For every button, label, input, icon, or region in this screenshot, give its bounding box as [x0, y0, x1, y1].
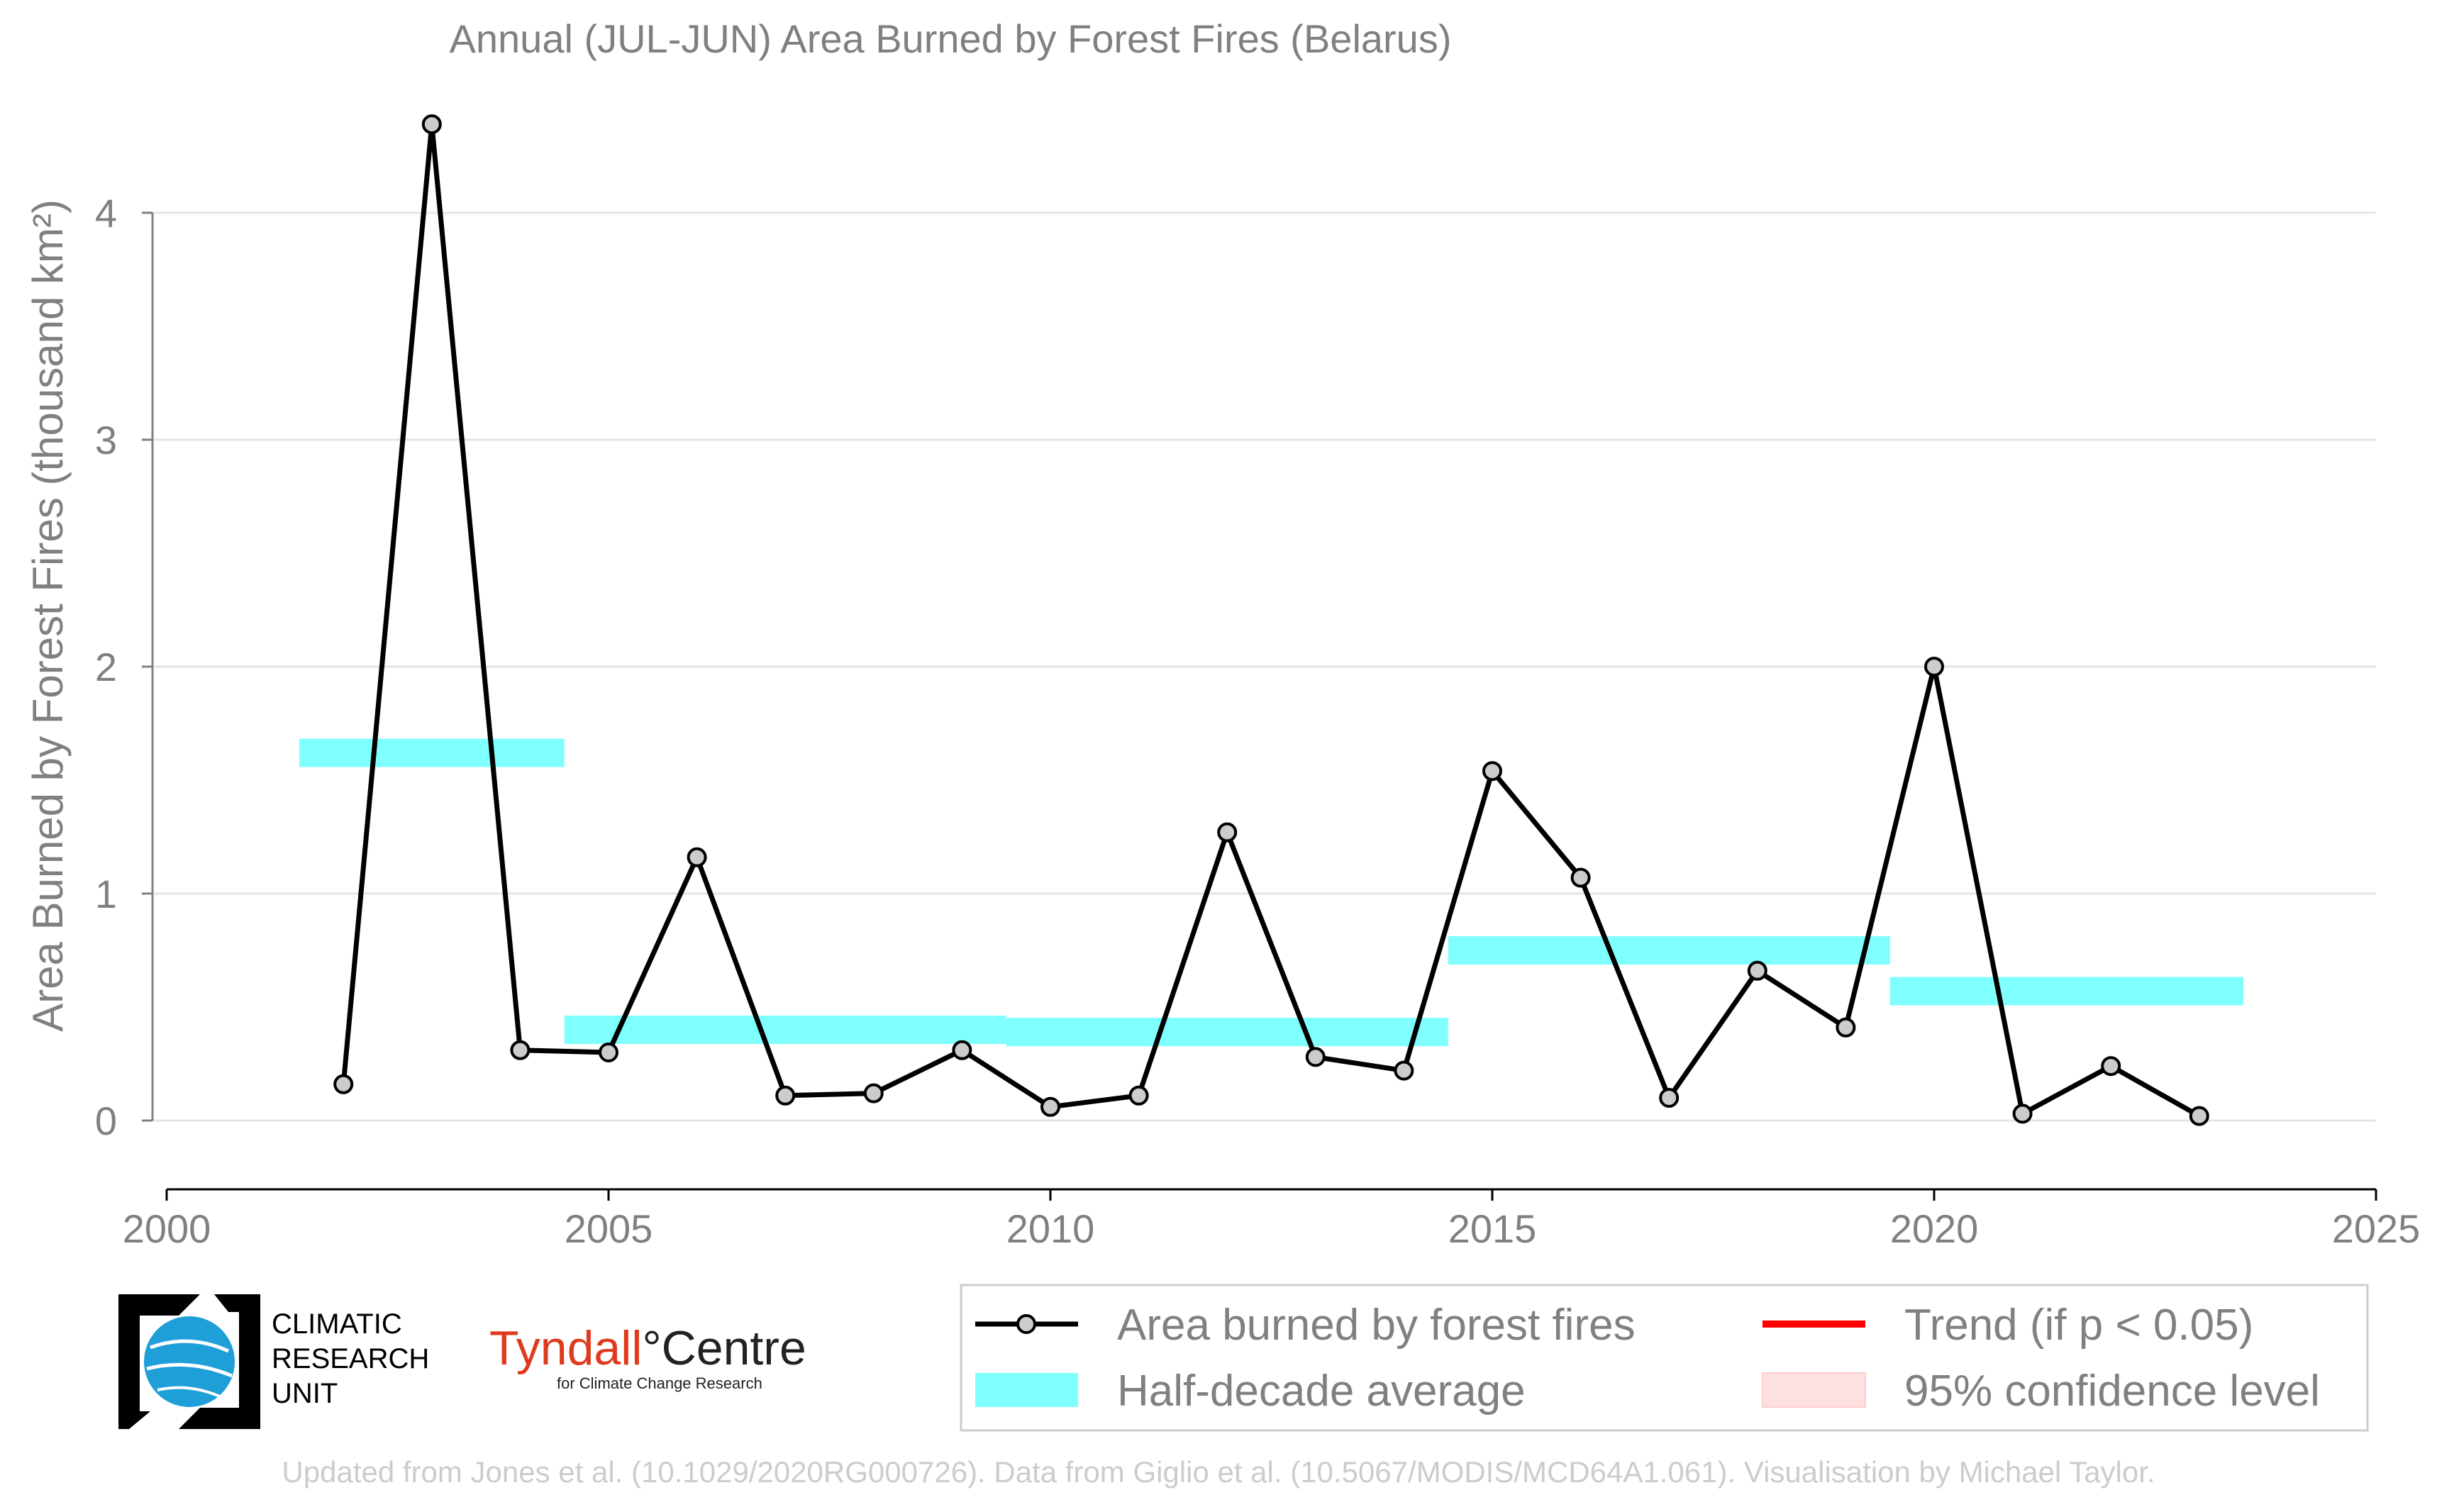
x-tick-label-2020: 2020	[1890, 1206, 1979, 1251]
data-point-2002	[333, 1074, 354, 1094]
data-point-2019	[1836, 1017, 1856, 1038]
data-point-2017	[1659, 1088, 1680, 1108]
cru-logo	[115, 1291, 448, 1433]
data-point-2023	[2189, 1106, 2209, 1126]
series-area-burned	[333, 114, 2209, 1126]
legend: Area burned by forest fires Trend (if p <…	[960, 1284, 2369, 1432]
legend-label-1: Trend (if p < 0.05)	[1904, 1301, 2253, 1350]
half-decade-band-4	[1448, 936, 1890, 965]
data-point-2003	[421, 114, 442, 135]
x-tick-label-2025: 2025	[2332, 1206, 2421, 1251]
data-point-2006	[687, 847, 707, 867]
half-decade-band-2	[564, 1016, 1006, 1044]
y-axis-label: Area Burned by Forest Fires (thousand km…	[24, 199, 72, 1032]
data-point-2022	[2101, 1056, 2121, 1077]
tyndall-logo: Tyndall°Centre	[489, 1321, 806, 1376]
data-point-2004	[510, 1040, 531, 1060]
y-tick-label-3: 3	[95, 418, 117, 462]
y-tick-label-2: 2	[95, 645, 117, 689]
cru-line-3: UNIT	[272, 1378, 338, 1409]
y-tick-label-4: 4	[95, 191, 117, 235]
data-point-2016	[1570, 867, 1591, 888]
data-point-2018	[1747, 960, 1767, 981]
legend-marker-series	[1016, 1314, 1036, 1334]
axes: 0 1 2 3 4 2000 2005 2010 2015 2020 2025	[95, 191, 2420, 1251]
legend-swatch-3	[1762, 1372, 1866, 1408]
data-point-2010	[1040, 1096, 1060, 1117]
data-point-2012	[1217, 822, 1238, 843]
footer-credits: Updated from Jones et al. (10.1029/2020R…	[282, 1455, 2155, 1489]
x-tick-label-2015: 2015	[1448, 1206, 1537, 1251]
series-line	[340, 121, 2201, 1118]
cru-line-1: CLIMATIC	[272, 1308, 402, 1340]
tyndall-subtitle: for Climate Change Research	[557, 1374, 762, 1392]
x-tick-label-2005: 2005	[565, 1206, 653, 1251]
half-decade-band-1	[299, 738, 565, 767]
tyndall-centre-word: Centre	[661, 1321, 806, 1375]
legend-label-3: 95% confidence level	[1904, 1367, 2320, 1416]
gridlines	[152, 211, 2376, 1122]
tyndall-degree: °	[642, 1321, 662, 1375]
legend-swatch-2	[975, 1373, 1078, 1407]
data-point-2009	[952, 1040, 972, 1060]
half-decade-band-3	[1006, 1018, 1448, 1047]
data-point-2013	[1305, 1047, 1326, 1067]
cru-line-2: RESEARCH	[272, 1343, 430, 1374]
half-decade-average-bands	[299, 738, 2244, 1047]
data-point-2008	[863, 1083, 884, 1104]
x-tick-label-2000: 2000	[123, 1206, 211, 1251]
y-tick-label-0: 0	[95, 1099, 117, 1143]
data-point-2005	[599, 1043, 618, 1062]
y-tick-label-1: 1	[95, 872, 117, 916]
data-point-2021	[2012, 1104, 2033, 1124]
data-point-2015	[1482, 761, 1502, 782]
data-point-2020	[1924, 657, 1944, 677]
half-decade-band-5	[1889, 977, 2244, 1006]
cru-emblem	[118, 1294, 260, 1429]
data-point-2011	[1128, 1085, 1149, 1106]
data-point-2014	[1394, 1060, 1414, 1081]
legend-box	[960, 1284, 2369, 1432]
cru-wordmark: CLIMATIC RESEARCH UNIT	[272, 1307, 429, 1411]
data-point-2007	[775, 1085, 796, 1106]
chart-title: Annual (JUL-JUN) Area Burned by Forest F…	[450, 16, 1452, 61]
tyndall-word: Tyndall	[489, 1321, 643, 1375]
legend-label-0: Area burned by forest fires	[1117, 1301, 1636, 1350]
legend-label-2: Half-decade average	[1117, 1367, 1526, 1416]
x-tick-label-2010: 2010	[1006, 1206, 1095, 1251]
